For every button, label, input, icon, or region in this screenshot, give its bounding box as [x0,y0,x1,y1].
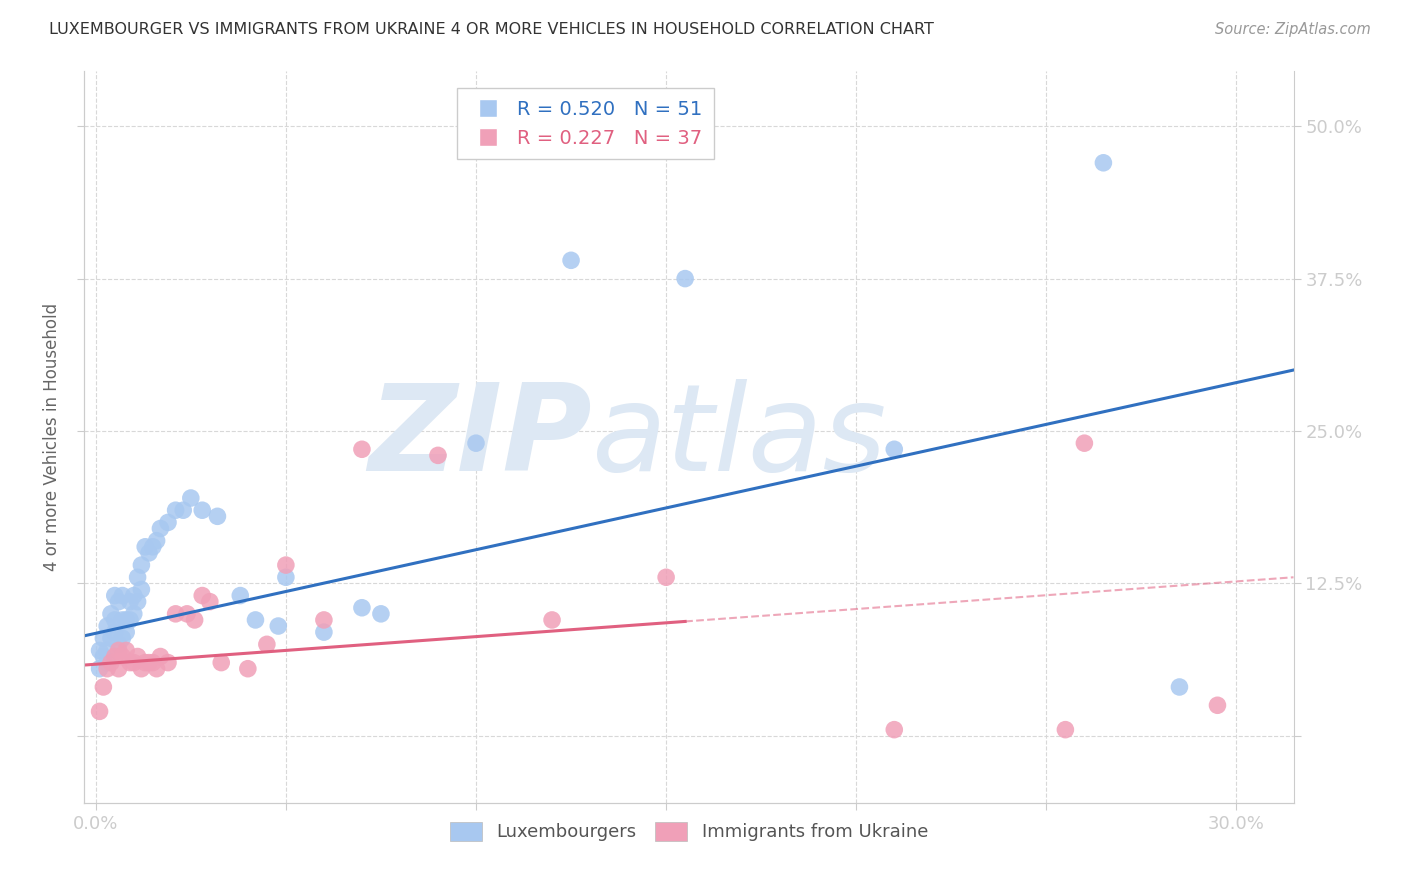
Point [100,632,122,646]
Point [115,613,138,627]
Point [1054,723,1077,737]
Point [465,436,488,450]
Point [115,643,138,657]
Point [122,589,145,603]
Point [93,632,115,646]
Point [149,649,172,664]
Point [145,533,167,548]
Point [165,607,187,621]
Point [131,582,153,597]
Point [1206,698,1229,713]
Point [655,570,678,584]
Point [149,521,172,535]
Point [107,643,129,657]
Point [96,643,118,657]
Point [96,619,118,633]
Point [673,271,696,285]
Point [209,656,232,670]
Point [104,613,127,627]
Text: LUXEMBOURGER VS IMMIGRANTS FROM UKRAINE 4 OR MORE VEHICLES IN HOUSEHOLD CORRELAT: LUXEMBOURGER VS IMMIGRANTS FROM UKRAINE … [49,22,934,37]
Point [100,656,122,670]
Point [312,613,335,627]
Point [93,680,115,694]
Point [191,589,214,603]
Point [127,649,149,664]
Y-axis label: 4 or more Vehicles in Household: 4 or more Vehicles in Household [44,303,62,571]
Point [427,449,450,463]
Point [127,595,149,609]
Point [104,625,127,640]
Point [118,613,141,627]
Point [131,558,153,573]
Point [115,625,138,640]
Point [107,637,129,651]
Text: ZIP: ZIP [368,378,592,496]
Point [142,540,165,554]
Point [111,632,134,646]
Point [1168,680,1191,694]
Point [267,619,290,633]
Point [107,662,129,676]
Point [312,625,335,640]
Point [93,649,115,664]
Point [131,662,153,676]
Point [104,649,127,664]
Point [245,613,267,627]
Point [176,607,198,621]
Point [198,595,221,609]
Point [138,546,160,560]
Point [274,558,297,573]
Point [104,589,127,603]
Point [1092,156,1115,170]
Point [111,649,134,664]
Point [134,540,156,554]
Point [89,662,111,676]
Legend: Luxembourgers, Immigrants from Ukraine: Luxembourgers, Immigrants from Ukraine [443,814,935,848]
Point [541,613,564,627]
Point [1073,436,1095,450]
Point [883,442,905,457]
Point [145,662,167,676]
Point [118,656,141,670]
Text: Source: ZipAtlas.com: Source: ZipAtlas.com [1215,22,1371,37]
Point [256,637,278,651]
Point [100,607,122,621]
Point [138,656,160,670]
Point [350,442,373,457]
Point [122,656,145,670]
Point [560,253,582,268]
Point [229,589,252,603]
Point [89,705,111,719]
Point [207,509,229,524]
Point [118,595,141,609]
Point [111,589,134,603]
Point [191,503,214,517]
Point [350,600,373,615]
Point [172,503,194,517]
Point [142,656,165,670]
Point [183,613,205,627]
Point [134,656,156,670]
Point [156,516,179,530]
Point [127,570,149,584]
Point [122,607,145,621]
Point [111,613,134,627]
Point [96,656,118,670]
Point [180,491,202,505]
Point [370,607,392,621]
Point [156,656,179,670]
Point [89,643,111,657]
Text: atlas: atlas [592,378,887,496]
Point [107,595,129,609]
Point [165,503,187,517]
Point [96,662,118,676]
Point [274,570,297,584]
Point [883,723,905,737]
Point [236,662,259,676]
